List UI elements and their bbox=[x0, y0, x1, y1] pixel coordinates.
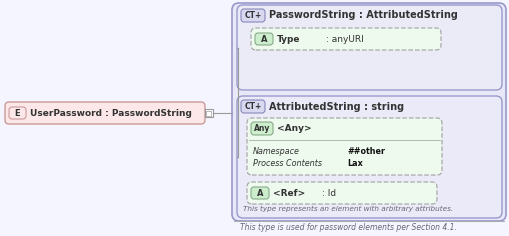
FancyBboxPatch shape bbox=[241, 100, 265, 113]
Text: UserPassword : PasswordString: UserPassword : PasswordString bbox=[30, 109, 192, 118]
Bar bbox=[207, 110, 212, 115]
Text: Process Contents: Process Contents bbox=[253, 160, 322, 169]
Text: E: E bbox=[15, 109, 20, 118]
Text: CT+: CT+ bbox=[244, 102, 262, 111]
Text: A: A bbox=[261, 34, 267, 43]
Text: Type: Type bbox=[277, 34, 300, 43]
FancyBboxPatch shape bbox=[251, 28, 441, 50]
Text: : Id: : Id bbox=[322, 189, 336, 198]
Text: <Ref>: <Ref> bbox=[273, 189, 305, 198]
Text: AttributedString : string: AttributedString : string bbox=[269, 101, 404, 111]
FancyBboxPatch shape bbox=[251, 187, 269, 199]
FancyBboxPatch shape bbox=[255, 33, 273, 45]
Text: Namespace: Namespace bbox=[253, 147, 300, 156]
FancyBboxPatch shape bbox=[9, 107, 26, 119]
Text: Any: Any bbox=[254, 124, 270, 133]
Text: A: A bbox=[257, 189, 263, 198]
FancyBboxPatch shape bbox=[247, 182, 437, 204]
FancyBboxPatch shape bbox=[237, 96, 502, 218]
Text: <Any>: <Any> bbox=[277, 124, 312, 133]
FancyBboxPatch shape bbox=[5, 102, 205, 124]
Text: This type represents an element with arbitrary attributes.: This type represents an element with arb… bbox=[243, 206, 453, 212]
Bar bbox=[205, 109, 213, 117]
Text: PasswordString : AttributedString: PasswordString : AttributedString bbox=[269, 10, 458, 21]
Text: This type is used for password elements per Section 4.1.: This type is used for password elements … bbox=[240, 223, 457, 232]
FancyBboxPatch shape bbox=[232, 3, 506, 221]
Text: ##other: ##other bbox=[347, 147, 385, 156]
FancyBboxPatch shape bbox=[251, 122, 273, 135]
Text: Lax: Lax bbox=[347, 160, 363, 169]
FancyBboxPatch shape bbox=[237, 5, 502, 90]
Text: CT+: CT+ bbox=[244, 11, 262, 20]
FancyBboxPatch shape bbox=[247, 118, 442, 175]
Text: : anyURI: : anyURI bbox=[326, 34, 364, 43]
FancyBboxPatch shape bbox=[241, 9, 265, 22]
